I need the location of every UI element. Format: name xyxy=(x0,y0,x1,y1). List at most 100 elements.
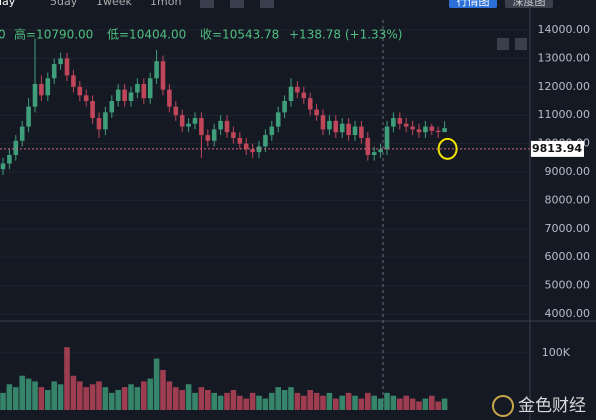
volume-bar xyxy=(19,375,25,410)
volume-bar xyxy=(326,392,333,410)
info: 收=10543.78 xyxy=(200,28,279,42)
volume-bar xyxy=(205,390,211,410)
tool-icon[interactable] xyxy=(200,0,214,8)
volume-bar xyxy=(83,387,89,410)
candle-body xyxy=(64,58,70,76)
candle-body xyxy=(301,92,307,99)
candle-body xyxy=(314,109,319,116)
volume-bar xyxy=(166,381,173,410)
candle-body xyxy=(359,126,364,138)
volume-bar xyxy=(128,384,134,410)
volume-bar xyxy=(345,392,352,410)
candle-body xyxy=(237,137,243,144)
candle-body xyxy=(179,115,185,127)
volume-bar xyxy=(358,398,365,410)
volume-bar xyxy=(64,347,70,410)
volume-bar xyxy=(13,387,19,410)
candle-body xyxy=(90,101,95,119)
candle-body xyxy=(423,126,428,133)
volume-bar xyxy=(294,392,301,410)
candle-body xyxy=(45,78,51,96)
volume-bar xyxy=(230,390,237,410)
candle-body xyxy=(391,118,396,127)
tab[interactable]: 1mon xyxy=(150,0,181,8)
volume-bar xyxy=(179,390,185,410)
volume-bar xyxy=(173,387,179,410)
tab[interactable]: 5day xyxy=(50,0,78,8)
info: +138.78 (+1.33%) xyxy=(289,28,402,42)
volume-bar xyxy=(256,395,262,410)
candle-body xyxy=(243,143,249,150)
y-tick-label: 11000.00 xyxy=(538,108,591,121)
volume-bar xyxy=(25,378,32,410)
candle-body xyxy=(410,126,415,130)
view-button-active[interactable] xyxy=(449,0,497,8)
candle-body xyxy=(442,128,447,133)
volume-bar xyxy=(339,395,345,410)
tab[interactable]: 1day xyxy=(0,0,16,8)
volume-bar xyxy=(147,378,153,410)
candle-body xyxy=(83,95,89,102)
volume-bar xyxy=(96,381,102,410)
info: 低=10404.00 xyxy=(107,28,186,42)
candle-body xyxy=(378,149,383,153)
volume-bar xyxy=(6,384,13,410)
last-price-label: 9813.94 xyxy=(532,142,582,155)
tab[interactable]: 1week xyxy=(96,0,133,8)
y-tick-label: 7000.00 xyxy=(545,222,591,235)
volume-bar xyxy=(313,392,320,410)
volume-bar xyxy=(320,395,326,410)
volume-bar xyxy=(38,387,45,410)
volume-bar xyxy=(217,395,224,410)
view-label[interactable]: 深度图 xyxy=(513,0,546,8)
volume-bar xyxy=(441,398,448,410)
volume-bar xyxy=(109,392,115,410)
y-tick-label: 4000.00 xyxy=(545,307,591,320)
volume-bar xyxy=(243,398,249,410)
candle-body xyxy=(71,75,76,87)
candle-body xyxy=(96,118,102,130)
v-tick-label: 100K xyxy=(542,346,571,359)
volume-bar xyxy=(429,395,435,410)
tool-icon[interactable] xyxy=(230,0,244,8)
candle-body xyxy=(224,120,230,133)
candle-body xyxy=(32,83,38,107)
volume-bar xyxy=(102,387,109,410)
candle-body xyxy=(250,149,255,153)
volume-bar xyxy=(384,392,390,410)
tool-icon[interactable] xyxy=(260,0,274,8)
candle-body xyxy=(275,112,281,127)
candle-body xyxy=(103,112,108,130)
volume-bar xyxy=(224,392,230,410)
volume-bar xyxy=(89,384,96,410)
volume-bar xyxy=(237,395,243,410)
volume-bar xyxy=(249,392,256,410)
volume-bar xyxy=(288,387,294,410)
candle-body xyxy=(77,86,83,96)
view-label[interactable]: 行情图 xyxy=(457,0,490,8)
candle-body xyxy=(26,106,31,127)
y-tick-label: 13000.00 xyxy=(538,51,591,64)
volume-bar xyxy=(160,370,166,410)
candle-body xyxy=(199,118,204,136)
pane-button[interactable] xyxy=(497,38,509,50)
volume-bar xyxy=(262,398,269,410)
candle-body xyxy=(135,83,140,93)
volume-bar xyxy=(281,390,288,410)
candle-body xyxy=(19,126,25,141)
volume-bar xyxy=(409,398,416,410)
candle-body xyxy=(346,123,351,136)
y-tick-label: 5000.00 xyxy=(545,279,591,292)
candle-body xyxy=(192,118,198,124)
candle-body xyxy=(154,61,159,79)
pane-button[interactable] xyxy=(515,38,527,50)
view-button[interactable] xyxy=(505,0,553,8)
volume-bar xyxy=(70,375,77,410)
volume-bar xyxy=(301,395,307,410)
candle-body xyxy=(51,64,57,79)
candle-body xyxy=(167,89,172,107)
candle-body xyxy=(0,163,6,170)
candle-body xyxy=(371,152,377,155)
y-tick-label: 12000.00 xyxy=(538,80,591,93)
